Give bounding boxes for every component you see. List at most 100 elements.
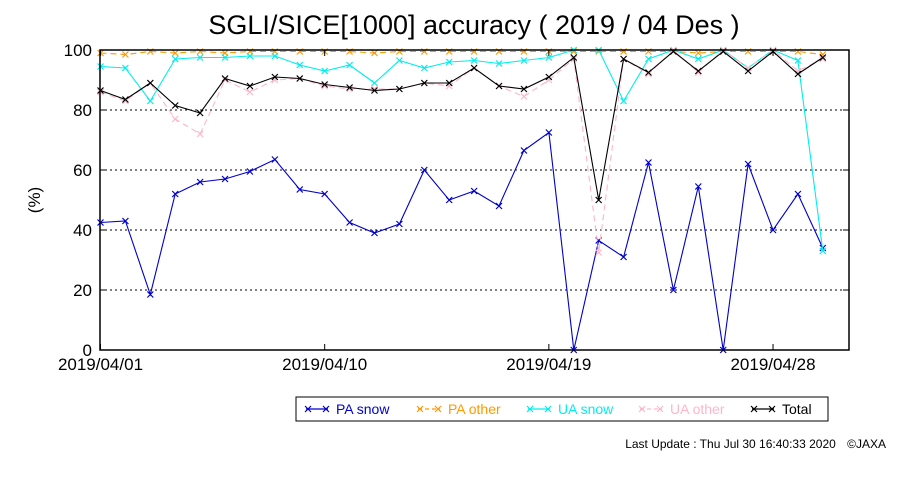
data-point (794, 70, 802, 78)
legend-swatch-marker (768, 405, 776, 413)
legend-swatch-marker (322, 405, 330, 413)
data-point (545, 129, 553, 136)
data-point (645, 159, 652, 166)
data-point (221, 54, 229, 61)
data-point (171, 102, 179, 109)
data-point (246, 52, 254, 60)
series-line (100, 50, 823, 56)
y-tick-label: 60 (73, 161, 92, 180)
data-point (196, 109, 204, 117)
series-total (97, 48, 827, 204)
data-point (819, 247, 827, 255)
y-tick-label: 40 (73, 221, 92, 240)
legend-swatch-marker (638, 405, 646, 413)
legend-entry-label: UA snow (558, 401, 614, 417)
data-point (470, 64, 478, 72)
legend-entry-label: PA snow (336, 401, 390, 417)
legend-swatch-marker (544, 405, 552, 413)
data-point (769, 226, 777, 234)
y-tick-label: 100 (64, 41, 92, 60)
data-point (520, 85, 528, 93)
data-point (744, 64, 752, 72)
data-point (221, 75, 229, 82)
data-point (595, 196, 603, 204)
data-point (395, 220, 403, 228)
chart-title: SGLI/SICE[1000] accuracy ( 2019 / 04 Des… (208, 10, 739, 40)
data-point (121, 217, 129, 225)
data-point (221, 175, 229, 183)
plot-frame (99, 49, 850, 351)
data-point (744, 160, 752, 168)
legend-swatch-marker (750, 405, 758, 413)
y-tick-label: 80 (73, 101, 92, 120)
data-point (495, 82, 503, 90)
data-point (794, 190, 802, 198)
series-line (100, 50, 824, 201)
data-point (321, 190, 329, 198)
data-point (395, 57, 403, 64)
data-point (271, 156, 279, 163)
copyright: ©JAXA (847, 437, 886, 451)
chart: SGLI/SICE[1000] accuracy ( 2019 / 04 Des… (25, 10, 850, 422)
data-point (246, 168, 254, 175)
x-tick-label: 2019/04/19 (506, 355, 591, 374)
data-point (520, 147, 528, 154)
data-point (420, 166, 428, 174)
data-point (296, 75, 304, 82)
legend: PA snow PA other UA snow UA other Total (295, 396, 829, 422)
legend-swatch-marker (416, 405, 424, 413)
data-point (694, 69, 702, 76)
data-point (171, 55, 179, 63)
data-point (445, 79, 453, 87)
data-point (146, 97, 154, 105)
data-point (321, 67, 329, 75)
series-pa-snow (97, 129, 827, 354)
plot-series (97, 46, 827, 354)
data-point (146, 79, 154, 87)
legend-entry-label: UA other (670, 401, 725, 417)
x-tick-label: 2019/04/10 (282, 355, 367, 374)
data-point (121, 96, 129, 103)
data-point (271, 73, 279, 81)
data-point (694, 183, 702, 190)
data-point (246, 88, 254, 96)
data-point (121, 64, 129, 72)
data-point (520, 57, 528, 64)
data-point (669, 286, 677, 294)
data-point (694, 55, 702, 63)
data-point (819, 54, 827, 61)
legend-swatch-marker (526, 405, 534, 413)
legend-swatch-marker (434, 405, 442, 413)
data-point (296, 61, 304, 69)
y-tick-label: 20 (73, 281, 92, 300)
data-point (445, 82, 453, 90)
data-point (371, 79, 378, 87)
data-point (196, 130, 204, 138)
last-update: Last Update : Thu Jul 30 16:40:33 2020 (625, 437, 836, 451)
data-point (445, 58, 453, 66)
data-point (545, 54, 553, 61)
data-point (371, 87, 378, 94)
data-point (520, 93, 528, 100)
grid (100, 109, 849, 291)
data-point (645, 55, 652, 63)
data-point (371, 229, 378, 237)
data-point (346, 84, 354, 91)
data-point (420, 64, 428, 72)
data-point (171, 49, 179, 57)
data-point (121, 51, 129, 58)
x-tick-label: 2019/04/01 (58, 355, 143, 374)
data-point (171, 115, 179, 123)
series-line (100, 49, 824, 253)
data-point (794, 57, 802, 64)
data-point (246, 82, 254, 90)
data-point (271, 52, 279, 60)
data-point (620, 97, 628, 105)
data-point (346, 61, 354, 69)
y-axis-label: (%) (25, 187, 44, 213)
data-point (395, 85, 403, 93)
series-line (100, 49, 824, 252)
data-point (495, 202, 503, 210)
data-point (171, 190, 179, 198)
series-line (100, 131, 824, 351)
